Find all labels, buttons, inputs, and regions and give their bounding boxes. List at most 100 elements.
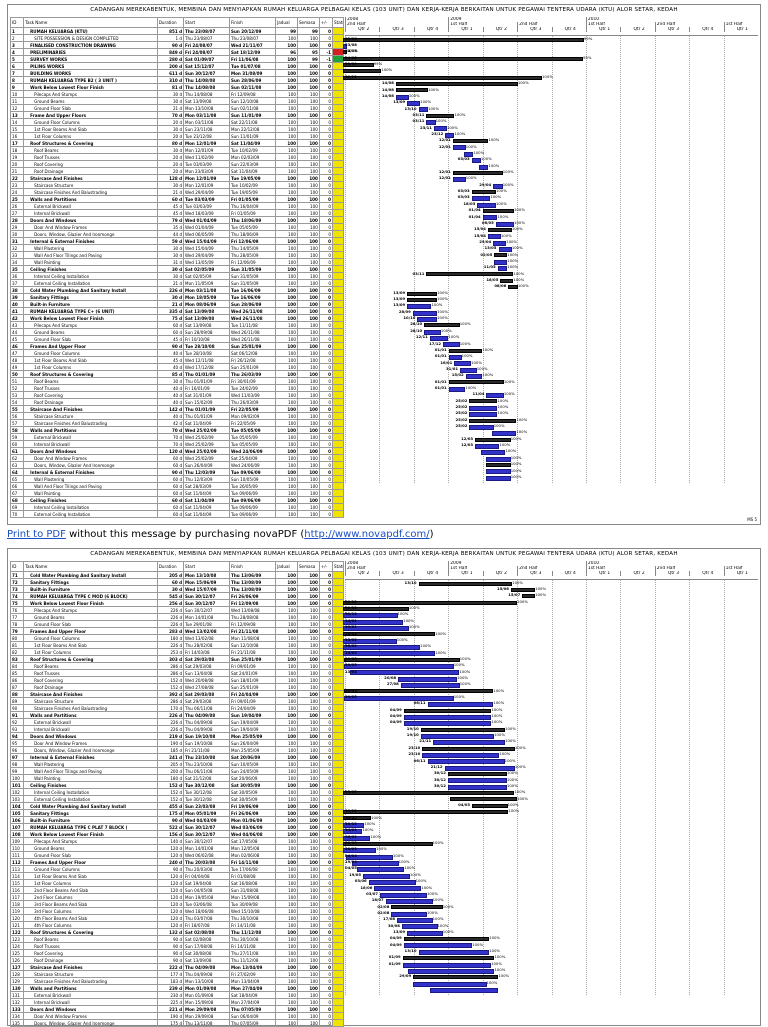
task-jadual: 100 [275, 391, 298, 399]
task-start: Thu 01/01/09 [183, 377, 231, 385]
task-dur: 240 d [156, 858, 185, 866]
task-start: Mon 14/01/08 [183, 613, 231, 621]
task-start: Wed 11/02/09 [183, 153, 231, 161]
bar-start-label: 01/04 [468, 213, 481, 219]
task-finish: Sat 11/04/09 [229, 167, 277, 175]
task-jadual: 100 [275, 433, 298, 441]
task-row: 5 SURVEY WORKS 280 d Sat 01/09/07 Fri 11/06/… [9, 55, 344, 63]
task-diff: 0 [318, 844, 334, 852]
bar-percent-label: 100% [453, 694, 465, 699]
task-semasa: 100 [296, 760, 320, 768]
task-id: 13 [9, 111, 25, 119]
task-semasa: 100 [296, 858, 320, 866]
task-diff: 0 [318, 468, 334, 476]
task-name: Roof Covering [23, 391, 158, 399]
task-jadual: 100 [275, 482, 298, 490]
task-finish: Tue 09/06/09 [229, 503, 277, 511]
bar-percent-label: 100% [459, 668, 471, 674]
task-finish: Sat 20/06/09 [229, 774, 277, 782]
task-dur: 20 d [156, 160, 185, 168]
quarter-label: Qtr 3 [517, 27, 552, 32]
bar-percent-label: 100% [454, 111, 466, 117]
task-start: Mon 13/10/08 [183, 977, 231, 985]
task-finish: Tue 10/02/09 [229, 181, 277, 189]
task-row: 109 Pilecaps And Stumps 140 d Sun 30/12/07 S… [9, 837, 344, 845]
task-diff: 0 [318, 641, 334, 649]
gantt-bar [422, 746, 515, 751]
task-jadual: 100 [275, 125, 298, 133]
novapdf-link[interactable]: http://www.novapdf.com/ [304, 529, 430, 540]
task-start: Tue 29/01/08 [183, 620, 231, 628]
task-start: Sun 23/03/08 [183, 802, 231, 810]
task-row: 18 Roof Beams 30 d Mon 12/01/09 Tue 10/02/09… [9, 146, 344, 154]
task-dur: 120 d [156, 851, 185, 859]
task-dur: 545 d [156, 592, 185, 600]
gridline [345, 35, 346, 483]
task-finish: Mon 27/04/09 [229, 998, 277, 1006]
status-indicator [332, 356, 344, 364]
task-id: 126 [9, 956, 25, 964]
task-jadual: 100 [275, 739, 298, 747]
bar-start-label: 14/01 [345, 617, 357, 623]
task-dur: 851 d [156, 27, 185, 35]
task-name: Internal Brickwall [23, 440, 158, 448]
task-finish: Fri 12/06/09 [229, 258, 277, 266]
bar-percent-label: 100% [420, 99, 432, 105]
task-id: 30 [9, 230, 25, 238]
task-row: 25 Walls and Partitions 60 d Tue 03/03/09 Fr… [9, 195, 344, 203]
task-diff: 0 [318, 571, 334, 579]
status-indicator [332, 237, 344, 245]
quarter-label: Qtr 1 [585, 571, 621, 576]
task-id: 110 [9, 844, 25, 852]
print-to-pdf-link[interactable]: Print to PDF [7, 529, 66, 540]
task-jadual: 100 [275, 279, 298, 287]
task-jadual: 100 [275, 900, 298, 908]
task-start: Tue 28/10/08 [183, 349, 231, 357]
bar-percent-label: 100% [482, 372, 494, 378]
task-semasa: 100 [296, 963, 320, 971]
task-jadual: 100 [275, 447, 298, 455]
task-jadual: 100 [275, 865, 298, 873]
status-indicator [332, 167, 344, 175]
task-dur: 31 d [156, 258, 185, 266]
bar-percent-label: 100% [510, 435, 522, 441]
task-start: Tue 28/10/08 [183, 342, 231, 350]
task-dur: 90 d [156, 342, 185, 350]
task-name: Roof Beams [23, 377, 158, 385]
gantt-bar [413, 981, 487, 987]
task-name: Roof Drainage [23, 398, 158, 406]
task-row: 82 1st Floor Columns 253 d Fri 14/03/08 Fri … [9, 648, 344, 656]
task-diff: 0 [318, 174, 334, 182]
bar-start-label: 15/04 [473, 226, 486, 232]
gantt-bar [472, 803, 508, 808]
task-dur: 120 d [156, 907, 185, 915]
quarter-label: Qtr 1 [723, 571, 759, 576]
task-start: Mon 13/10/08 [183, 571, 231, 579]
task-id: 82 [9, 648, 25, 656]
status-indicator [332, 963, 344, 971]
task-diff: 0 [318, 872, 334, 880]
task-name: 3rd Floor Columns [23, 907, 158, 915]
column-header: Jadual [275, 17, 298, 28]
task-name: 1st Floor Columns [23, 879, 158, 887]
task-semasa: 100 [296, 118, 320, 126]
task-id: 4 [9, 48, 25, 56]
task-finish: Tue 11/11/08 [229, 321, 277, 329]
task-start: Wed 13/02/08 [183, 634, 231, 642]
task-name: Staircase Finishes And Balustrading [23, 977, 158, 985]
task-row: 127 Staircase And Finishes 222 d Thu 04/09/… [9, 963, 344, 971]
task-name: External Ceiling Installation [23, 279, 158, 287]
bar-start-label: 29/03 [345, 687, 357, 693]
task-id: 9 [9, 83, 25, 91]
task-name: 4th Floor Columns [23, 921, 158, 929]
status-indicator [332, 475, 344, 483]
bar-start-label: 04/09 [389, 706, 402, 712]
task-row: 73 Built-in Furniture 30 d Wed 15/07/09 Thu … [9, 585, 344, 593]
task-start: Sat 30/08/08 [183, 949, 231, 957]
task-name: Walls and Partitions [23, 711, 158, 719]
task-semasa: 100 [296, 571, 320, 579]
task-diff: 0 [318, 949, 334, 957]
task-dur: 180 d [156, 774, 185, 782]
gantt-bar [346, 854, 393, 860]
task-dur: 152 d [156, 788, 185, 796]
